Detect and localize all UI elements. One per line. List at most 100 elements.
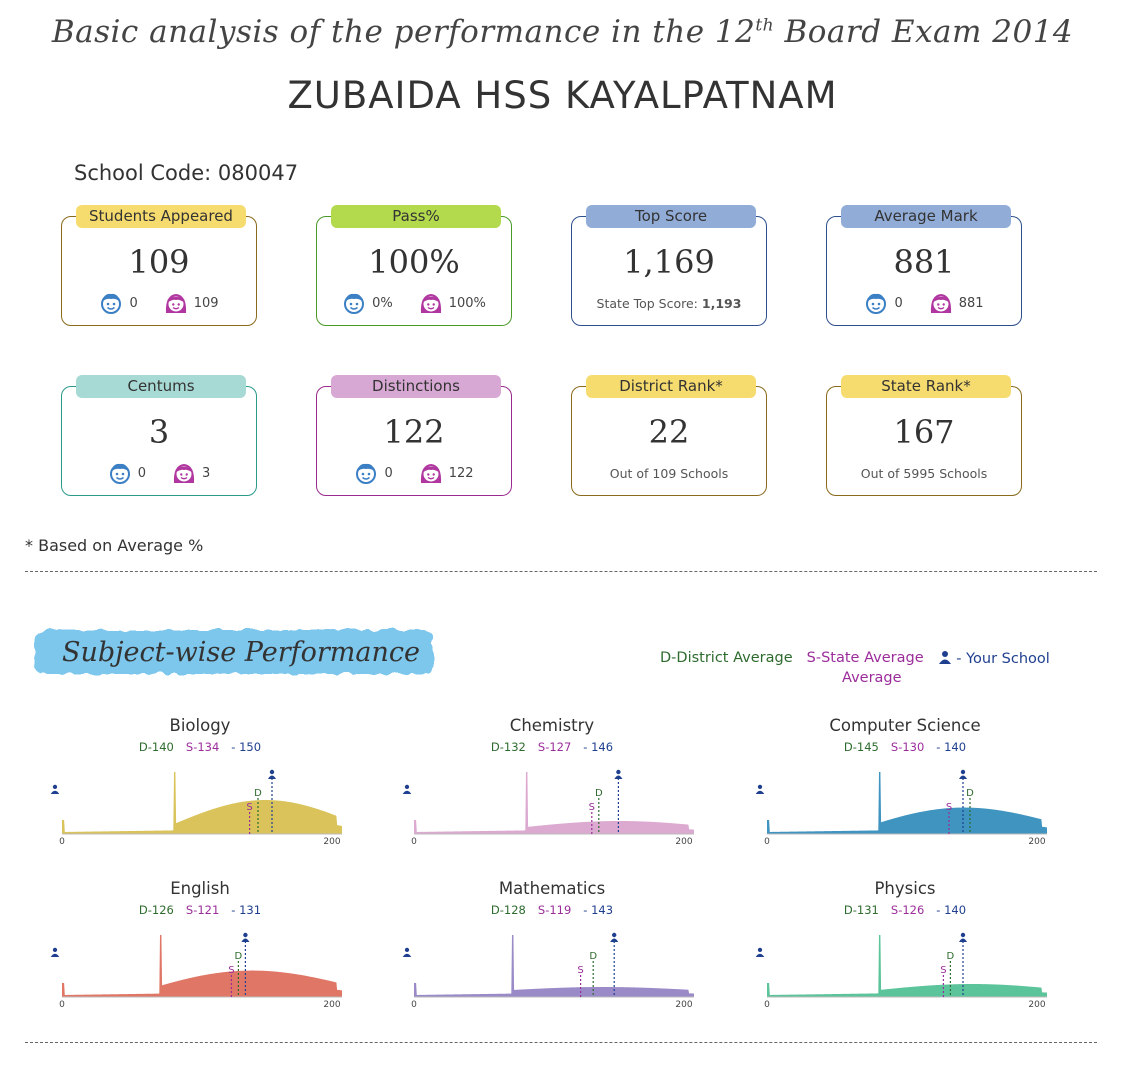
stat-card-label: Students Appeared: [76, 205, 246, 228]
subject-averages: D-132 S-127 - 146: [402, 740, 702, 794]
school-average: - 146: [402, 740, 613, 794]
stat-card-note: State Top Score: 1,193: [572, 296, 766, 311]
gender-breakdown: 0 881: [827, 291, 1021, 315]
district-marker-label: D: [947, 951, 955, 962]
subject-name: Chemistry: [509, 716, 595, 735]
state-marker-label: S: [589, 802, 595, 813]
legend-state-line2: Average: [842, 670, 902, 686]
state-marker-label: S: [228, 965, 234, 976]
girl-icon: [420, 294, 441, 313]
state-average: S-127: [537, 740, 572, 754]
boys-count: 0%: [372, 295, 393, 311]
stat-card: District Rank* 22 Out of 109 Schools: [571, 375, 767, 496]
subject-averages: D-128 S-119 - 143: [402, 903, 702, 957]
legend-school-label: - Your School: [956, 651, 1050, 667]
axis-max-label: 200: [1028, 1000, 1045, 1010]
stat-card: Distinctions 122 0 122: [316, 375, 512, 496]
divider-bottom: [25, 1042, 1097, 1043]
school-marker-icon: [755, 784, 765, 794]
state-marker-label: S: [940, 965, 946, 976]
district-average: D-131: [843, 903, 879, 917]
district-average: D-132: [490, 740, 526, 754]
boy-icon: [109, 463, 130, 484]
section-title: Subject-wise Performance: [62, 637, 420, 668]
school-marker-icon: [614, 769, 623, 779]
school-average: - 140: [755, 903, 967, 957]
banner-brush: [34, 630, 434, 674]
axis-max-label: 200: [675, 1000, 692, 1010]
stat-card-label: District Rank*: [586, 375, 756, 398]
school-marker-icon: [610, 932, 619, 942]
stat-card-value: 109: [128, 243, 190, 281]
girl-icon: [420, 464, 441, 483]
note-label: State Top Score:: [596, 296, 698, 311]
stat-card-label: State Rank*: [841, 375, 1011, 398]
district-average: D-126: [138, 903, 174, 917]
distribution-area: [414, 935, 694, 997]
gender-breakdown: 0 109: [62, 291, 256, 315]
school-average: - 143: [402, 903, 614, 957]
gender-breakdown: 0 122: [317, 461, 511, 485]
school-average-value: - 143: [583, 903, 614, 917]
district-marker-label: D: [589, 951, 597, 962]
stat-card: Top Score 1,169 State Top Score: 1,193: [571, 205, 767, 326]
boy-icon: [101, 293, 122, 314]
school-marker-icon: [50, 947, 60, 957]
girls-count: 109: [193, 295, 219, 311]
school-marker-icon: [959, 769, 967, 779]
state-average: S-130: [890, 740, 925, 754]
stat-card-label: Top Score: [586, 205, 756, 228]
school-average: - 140: [755, 740, 967, 794]
axis-max-label: 200: [1028, 837, 1045, 847]
subject-averages: D-126 S-121 - 131: [50, 903, 350, 957]
girls-count: 100%: [448, 295, 486, 311]
report-title: Basic analysis of the performance in the…: [0, 14, 1125, 50]
state-average: S-121: [185, 903, 220, 917]
section-banner: Subject-wise Performance: [34, 630, 434, 674]
axis-min-label: 0: [411, 1000, 417, 1010]
school-name: ZUBAIDA HSS KAYALPATNAM: [287, 74, 838, 117]
stat-card-value: 881: [893, 243, 955, 281]
district-marker-label: D: [254, 788, 262, 799]
legend-state: S-State Average: [806, 650, 924, 666]
stat-card-value: 22: [648, 413, 690, 451]
boy-icon: [356, 463, 377, 484]
note-label: Out of 109 Schools: [609, 466, 729, 481]
distribution-chart: 0 200 SD: [764, 932, 1047, 1010]
note-label: Out of 5995 Schools: [860, 466, 988, 481]
district-marker-label: D: [595, 788, 603, 799]
boys-count: 0: [129, 295, 138, 311]
axis-min-label: 0: [764, 1000, 770, 1010]
girl-icon: [173, 464, 195, 483]
subject-name: Mathematics: [498, 879, 606, 898]
school-marker-icon: [268, 769, 276, 779]
distribution-area: [62, 935, 342, 997]
title-main: Basic analysis of the performance in the…: [51, 14, 756, 50]
stat-card: Students Appeared 109 0 109: [61, 205, 257, 326]
axis-max-label: 200: [323, 837, 340, 847]
axis-max-label: 200: [675, 837, 692, 847]
school-average-value: - 150: [231, 740, 262, 754]
axis-min-label: 0: [764, 837, 770, 847]
subject-averages: D-145 S-130 - 140: [755, 740, 1055, 794]
district-marker-label: D: [235, 951, 243, 962]
school-average-value: - 140: [936, 740, 967, 754]
distribution-area: [62, 772, 342, 834]
stat-card-note: Out of 109 Schools: [572, 466, 766, 481]
divider-top: [25, 571, 1097, 572]
subject-name: Physics: [874, 879, 936, 898]
stat-card: State Rank* 167 Out of 5995 Schools: [826, 375, 1022, 496]
axis-min-label: 0: [59, 837, 65, 847]
school-marker-icon: [959, 932, 967, 942]
school-marker-icon: [50, 784, 60, 794]
district-marker-label: D: [966, 788, 974, 799]
boys-count: 0: [894, 295, 903, 311]
school-code: School Code: 080047: [74, 161, 299, 185]
distribution-area: [767, 772, 1047, 834]
state-average: S-134: [185, 740, 220, 754]
stat-card-value: 100%: [368, 243, 460, 281]
school-average-value: - 140: [936, 903, 967, 917]
